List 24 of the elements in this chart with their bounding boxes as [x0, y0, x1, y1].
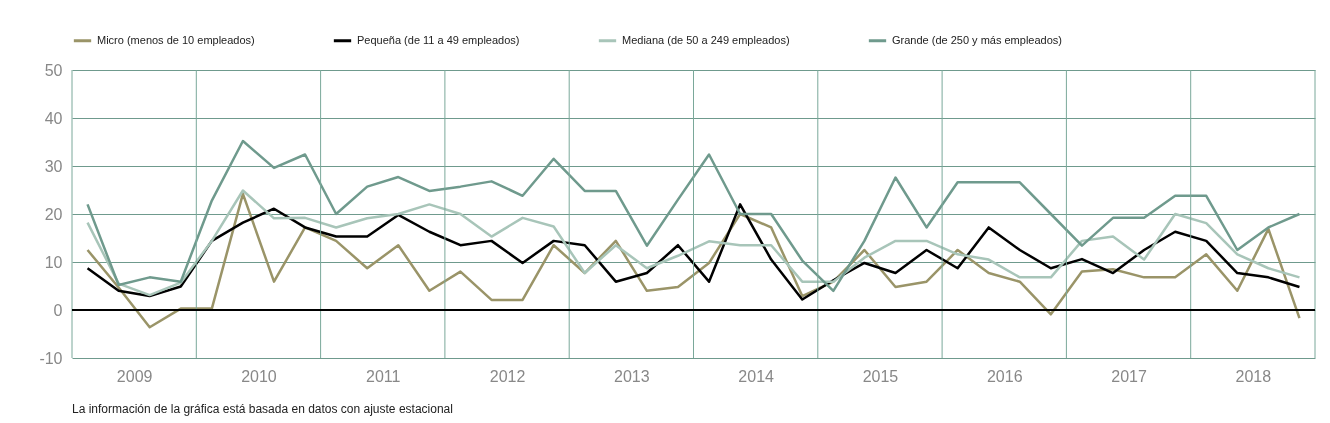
y-tick-label: 0 [53, 301, 63, 319]
legend-label: Micro (menos de 10 empleados) [97, 33, 255, 46]
legend-label: Pequeña (de 11 a 49 empleados) [357, 33, 520, 46]
text: La información de la gráfica está basada en datos con ajuste estacional [72, 402, 453, 416]
y-tick-label: 50 [44, 61, 63, 79]
x-tick-label: 2011 [366, 367, 401, 385]
y-tick-label: 10 [44, 253, 63, 271]
legend-label: Grande (de 250 y más empleados) [892, 33, 1062, 46]
x-tick-label: 2009 [116, 367, 153, 385]
y-tick-label: -10 [39, 349, 63, 367]
line-series [86, 189, 1301, 297]
legend-label: Mediana (de 50 a 249 empleados) [622, 33, 790, 46]
x-tick-label: 2012 [489, 367, 526, 385]
y-tick-label: 30 [44, 157, 63, 175]
x-tick-label: 2016 [986, 367, 1023, 385]
line-series [86, 203, 1301, 301]
x-tick-label: 2014 [738, 367, 775, 385]
x-tick-label: 2017 [1111, 367, 1147, 385]
x-tick-label: 2010 [241, 367, 277, 385]
x-tick-label: 2013 [614, 367, 650, 385]
y-tick-label: 20 [44, 205, 63, 223]
x-tick-label: 2015 [862, 367, 899, 385]
y-tick-label: 40 [44, 109, 63, 127]
x-tick-label: 2018 [1235, 367, 1272, 385]
